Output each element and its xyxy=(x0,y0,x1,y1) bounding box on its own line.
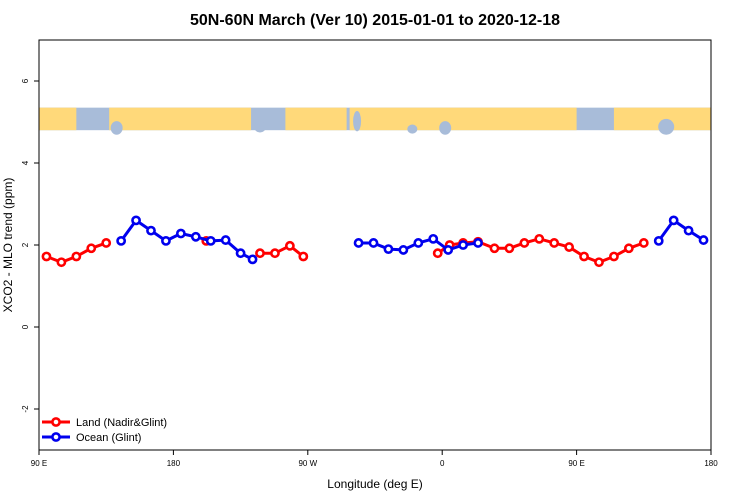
map-water xyxy=(353,111,362,132)
data-point xyxy=(579,251,589,262)
data-point xyxy=(549,238,560,248)
data-point xyxy=(220,235,231,245)
map-water xyxy=(254,121,267,133)
data-point xyxy=(131,215,141,226)
data-point xyxy=(161,235,171,246)
legend: Land (Nadir&Glint) Ocean (Glint) xyxy=(42,417,167,444)
y-axis-label: XCO2 - MLO trend (ppm) xyxy=(1,178,15,313)
data-point xyxy=(519,238,530,248)
data-point xyxy=(653,235,664,246)
map-water xyxy=(658,118,675,135)
data-point xyxy=(298,251,309,262)
data-point xyxy=(473,238,483,248)
data-point xyxy=(353,238,364,248)
data-point xyxy=(623,243,634,254)
data-point xyxy=(175,228,186,239)
x-tick-label: 180 xyxy=(167,459,181,468)
x-tick-label: 180 xyxy=(704,459,718,468)
data-point xyxy=(534,233,545,244)
data-point xyxy=(489,243,500,254)
data-point xyxy=(247,254,258,265)
x-axis: 90 E 180 90 W 0 90 E 180 xyxy=(31,450,718,468)
data-point xyxy=(284,240,295,251)
data-point xyxy=(564,242,575,252)
data-point xyxy=(190,231,201,242)
series-layer xyxy=(41,215,709,268)
series-line xyxy=(119,218,254,261)
map-water xyxy=(407,124,418,134)
map-land xyxy=(285,107,347,131)
series-ocean xyxy=(116,215,709,265)
data-point xyxy=(458,240,469,250)
x-tick-label: 0 xyxy=(440,459,445,468)
series-land xyxy=(41,233,649,268)
data-point xyxy=(41,251,52,262)
data-point xyxy=(428,233,439,244)
x-tick-label: 90 E xyxy=(31,459,47,468)
data-point xyxy=(235,248,246,259)
data-point xyxy=(255,248,265,259)
data-point xyxy=(594,257,604,268)
map-land xyxy=(349,107,577,131)
data-point xyxy=(683,225,694,236)
series-line xyxy=(260,244,305,258)
data-point xyxy=(413,238,424,248)
data-point xyxy=(668,215,679,226)
data-point xyxy=(504,243,515,254)
data-point xyxy=(101,238,112,248)
data-point xyxy=(698,235,709,245)
data-point xyxy=(638,238,649,248)
data-point xyxy=(116,235,127,246)
data-point xyxy=(56,257,67,268)
data-point xyxy=(368,238,379,248)
data-point xyxy=(398,245,409,255)
map-water xyxy=(110,121,123,135)
legend-marker xyxy=(51,432,61,442)
x-tick-label: 90 E xyxy=(568,459,584,468)
chart-title: 50N-60N March (Ver 10) 2015-01-01 to 202… xyxy=(190,12,560,29)
legend-label: Ocean (Glint) xyxy=(76,432,141,444)
legend-marker xyxy=(51,417,61,427)
data-point xyxy=(270,248,280,259)
map-land xyxy=(613,107,711,131)
x-axis-label: Longitude (deg E) xyxy=(327,477,422,491)
y-tick-label: 0 xyxy=(21,324,30,329)
map-land xyxy=(109,107,252,131)
data-point xyxy=(443,245,454,255)
legend-label: Land (Nadir&Glint) xyxy=(76,417,167,429)
series-line xyxy=(657,218,705,242)
data-point xyxy=(432,248,443,259)
map-strip xyxy=(39,107,711,135)
data-point xyxy=(146,225,156,236)
map-land xyxy=(39,107,77,131)
y-tick-label: 2 xyxy=(21,242,30,247)
y-tick-label: 6 xyxy=(21,78,30,83)
y-axis: -2 0 2 4 6 xyxy=(21,78,39,413)
data-point xyxy=(86,243,97,254)
y-tick-label: 4 xyxy=(21,160,30,165)
data-point xyxy=(609,251,619,262)
x-tick-label: 90 W xyxy=(298,459,317,468)
map-water xyxy=(439,121,452,135)
data-point xyxy=(383,244,394,254)
data-point xyxy=(71,251,82,262)
y-tick-label: -2 xyxy=(21,405,30,413)
data-point xyxy=(205,235,216,246)
